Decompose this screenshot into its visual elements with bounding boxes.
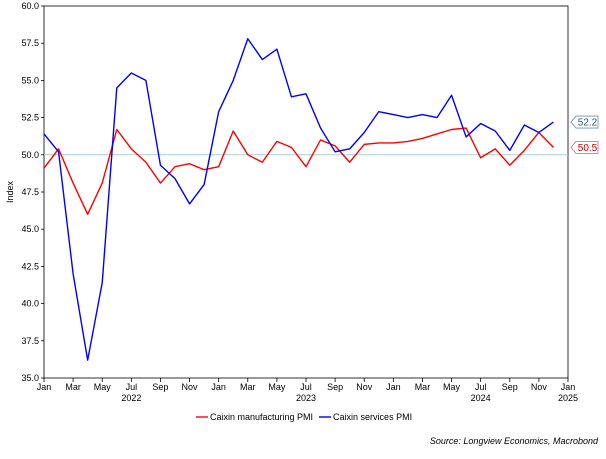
x-tick-label: Jan bbox=[211, 382, 226, 392]
x-tick-label: May bbox=[94, 382, 112, 392]
series-group bbox=[43, 38, 554, 361]
x-tick-label: Jan bbox=[37, 382, 52, 392]
x-tick-label: Nov bbox=[356, 382, 373, 392]
y-axis-label: Index bbox=[5, 180, 15, 203]
end-tag-box-1 bbox=[570, 115, 599, 129]
y-tick-label: 52.5 bbox=[21, 113, 39, 123]
legend: Caixin manufacturing PMI Caixin services … bbox=[196, 412, 412, 422]
x-tick-label: Jul bbox=[475, 382, 487, 392]
x-tick-label: Nov bbox=[531, 382, 548, 392]
x-tick-label: Sep bbox=[502, 382, 518, 392]
x-tick-label: Mar bbox=[65, 382, 81, 392]
y-tick-label: 42.5 bbox=[21, 261, 39, 271]
x-year-label: 2025 bbox=[558, 393, 578, 403]
y-tick-label: 50.0 bbox=[21, 150, 39, 160]
x-tick-label: Jul bbox=[300, 382, 312, 392]
y-axis: 60.0 57.5 55.0 52.5 50.0 47.5 45.0 42.5 40.0 37.5… bbox=[21, 1, 44, 383]
y-tick-label: 40.0 bbox=[21, 299, 39, 309]
y-tick-label: 57.5 bbox=[21, 38, 39, 48]
series-line-1 bbox=[43, 38, 554, 361]
x-tick-label: Sep bbox=[152, 382, 168, 392]
y-tick-label: 60.0 bbox=[21, 1, 39, 11]
x-tick-label: Nov bbox=[182, 382, 199, 392]
x-tick-label: Jan bbox=[386, 382, 401, 392]
x-tick-label: Sep bbox=[327, 382, 343, 392]
x-tick-label: May bbox=[443, 382, 461, 392]
source-note: Source: Longview Economics, Macrobond bbox=[430, 436, 599, 446]
x-tick-label: Mar bbox=[240, 382, 256, 392]
y-tick-label: 55.0 bbox=[21, 75, 39, 85]
x-tick-label: May bbox=[268, 382, 286, 392]
plot-area bbox=[43, 5, 569, 379]
y-tick-label: 45.0 bbox=[21, 224, 39, 234]
end-tag-label-0: 50.5 bbox=[578, 143, 598, 154]
legend-label-1: Caixin services PMI bbox=[333, 412, 412, 422]
x-year-label: 2022 bbox=[121, 393, 141, 403]
series-line-0 bbox=[43, 127, 554, 216]
end-tag-box-0 bbox=[570, 140, 599, 154]
y-tick-label: 35.0 bbox=[21, 373, 39, 383]
x-year-label: 2023 bbox=[296, 393, 316, 403]
y-tick-label: 47.5 bbox=[21, 187, 39, 197]
end-value-tags: 50.5 52.2 bbox=[570, 115, 599, 154]
x-tick-label: Jan bbox=[561, 382, 576, 392]
legend-label-0: Caixin manufacturing PMI bbox=[210, 412, 313, 422]
x-tick-label: Jul bbox=[126, 382, 138, 392]
x-tick-label: Mar bbox=[415, 382, 431, 392]
y-tick-label: 37.5 bbox=[21, 336, 39, 346]
end-tag-label-1: 52.2 bbox=[578, 118, 598, 129]
x-year-label: 2024 bbox=[471, 393, 491, 403]
